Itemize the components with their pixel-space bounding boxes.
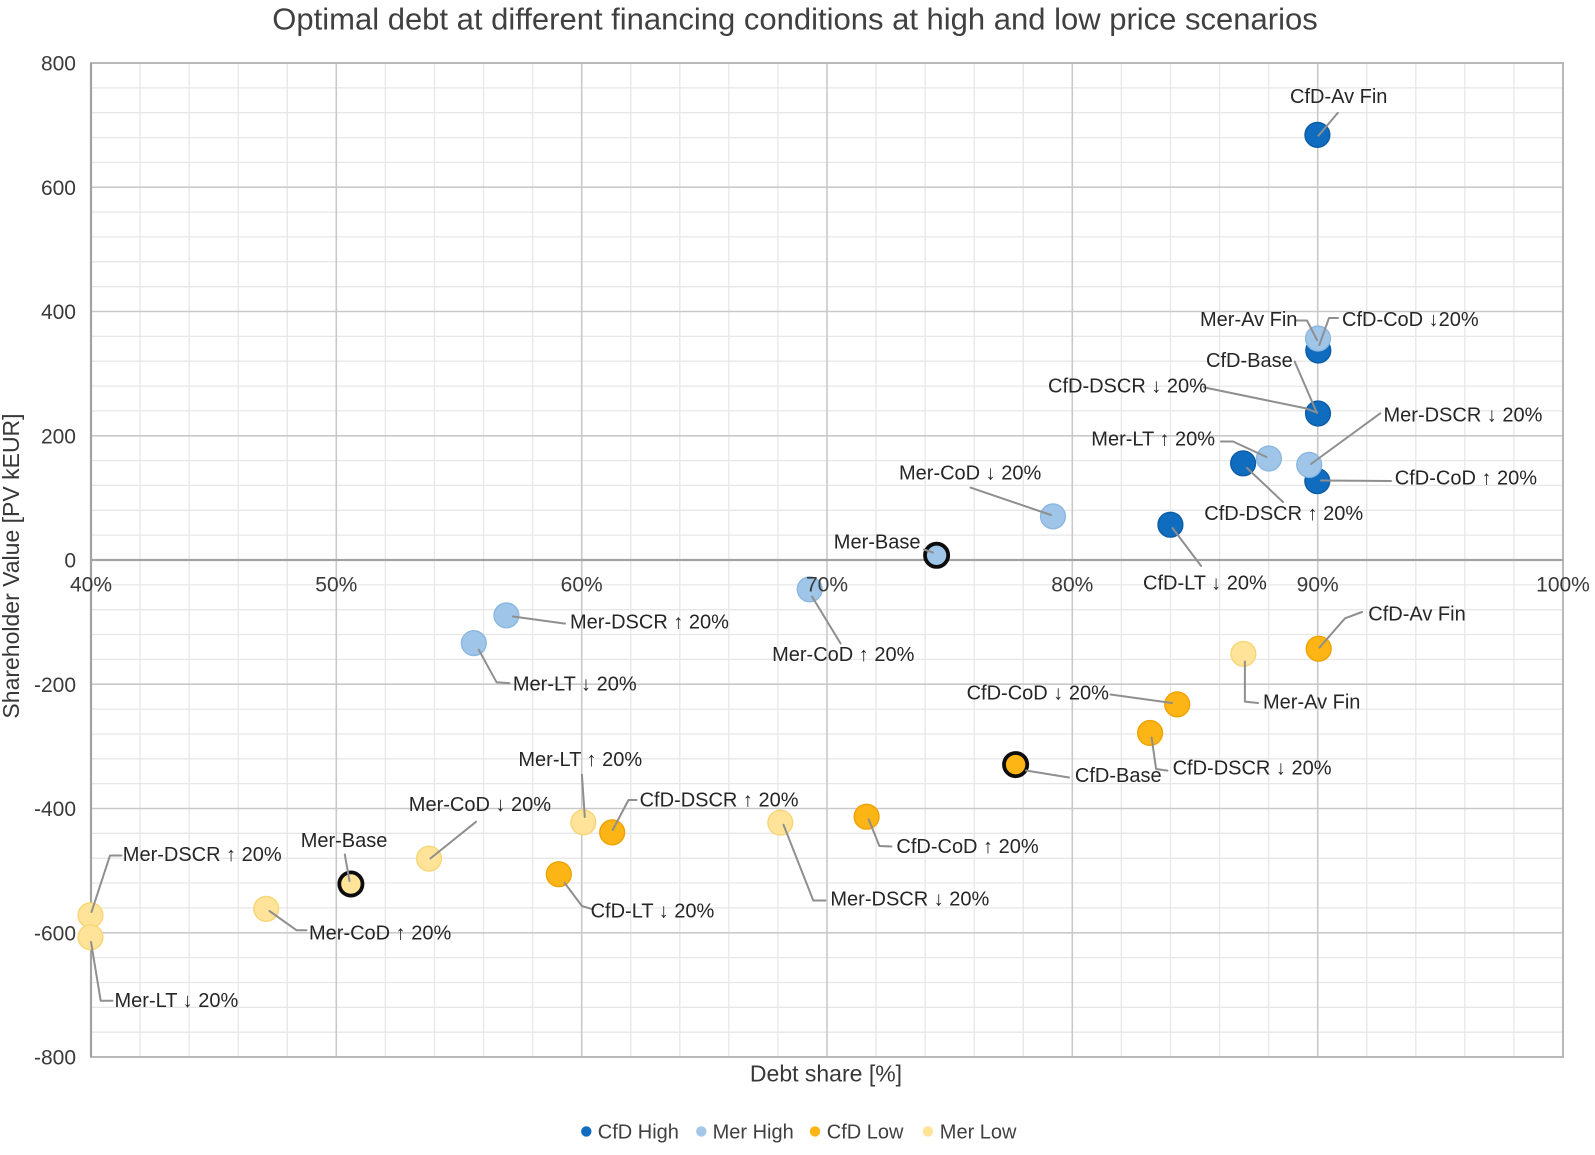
svg-text:0: 0: [64, 550, 76, 573]
svg-text:Mer-Base: Mer-Base: [301, 830, 388, 852]
svg-text:-400: -400: [34, 798, 76, 821]
svg-text:CfD High: CfD High: [598, 1121, 679, 1143]
svg-text:80%: 80%: [1051, 574, 1093, 597]
svg-text:70%: 70%: [806, 574, 848, 597]
svg-text:CfD-CoD ↓ 20%: CfD-CoD ↓ 20%: [967, 682, 1109, 704]
svg-text:CfD-CoD ↑ 20%: CfD-CoD ↑ 20%: [896, 836, 1038, 858]
svg-text:Mer-LT ↓ 20%: Mer-LT ↓ 20%: [513, 673, 637, 695]
svg-text:CfD-Av Fin: CfD-Av Fin: [1368, 604, 1465, 626]
svg-text:CfD Low: CfD Low: [827, 1121, 904, 1143]
svg-text:-600: -600: [34, 922, 76, 945]
svg-text:Mer High: Mer High: [713, 1121, 794, 1143]
svg-text:CfD-CoD ↑ 20%: CfD-CoD ↑ 20%: [1395, 467, 1537, 489]
svg-text:CfD-DSCR ↑ 20%: CfD-DSCR ↑ 20%: [1204, 503, 1363, 525]
svg-text:Mer-CoD ↓ 20%: Mer-CoD ↓ 20%: [409, 794, 551, 816]
svg-text:Mer-DSCR ↑ 20%: Mer-DSCR ↑ 20%: [123, 844, 282, 866]
svg-text:CfD-CoD ↓20%: CfD-CoD ↓20%: [1342, 309, 1479, 331]
svg-text:Optimal debt at different fina: Optimal debt at different financing cond…: [272, 2, 1317, 37]
svg-text:90%: 90%: [1297, 574, 1339, 597]
svg-text:400: 400: [41, 301, 76, 324]
svg-text:60%: 60%: [561, 574, 603, 597]
svg-text:CfD-LT ↓ 20%: CfD-LT ↓ 20%: [591, 901, 715, 923]
svg-text:Mer-LT ↑ 20%: Mer-LT ↑ 20%: [518, 749, 642, 771]
svg-text:Mer-DSCR ↑ 20%: Mer-DSCR ↑ 20%: [570, 611, 729, 633]
svg-text:600: 600: [41, 177, 76, 200]
svg-text:-800: -800: [34, 1047, 76, 1070]
svg-text:Mer-CoD ↑ 20%: Mer-CoD ↑ 20%: [772, 644, 914, 666]
svg-text:Mer-LT ↑ 20%: Mer-LT ↑ 20%: [1091, 429, 1215, 451]
svg-text:Mer-DSCR ↓ 20%: Mer-DSCR ↓ 20%: [830, 889, 989, 911]
svg-text:-200: -200: [34, 674, 76, 697]
svg-text:Mer-Av Fin: Mer-Av Fin: [1263, 691, 1360, 713]
svg-text:40%: 40%: [70, 574, 112, 597]
svg-text:CfD-DSCR ↓ 20%: CfD-DSCR ↓ 20%: [1048, 375, 1207, 397]
svg-text:Mer-CoD ↑ 20%: Mer-CoD ↑ 20%: [309, 922, 451, 944]
svg-text:CfD-Base: CfD-Base: [1075, 765, 1162, 787]
svg-text:Mer-CoD ↓ 20%: Mer-CoD ↓ 20%: [899, 463, 1041, 485]
svg-text:800: 800: [41, 53, 76, 76]
svg-text:50%: 50%: [315, 574, 357, 597]
svg-text:Debt share [%]: Debt share [%]: [750, 1061, 902, 1087]
svg-text:CfD-LT ↓ 20%: CfD-LT ↓ 20%: [1143, 572, 1267, 594]
svg-text:CfD-Av Fin: CfD-Av Fin: [1290, 86, 1387, 108]
svg-text:Mer-Av Fin: Mer-Av Fin: [1200, 309, 1297, 331]
svg-text:CfD-DSCR ↓ 20%: CfD-DSCR ↓ 20%: [1173, 758, 1332, 780]
svg-text:100%: 100%: [1536, 574, 1590, 597]
svg-text:Mer-DSCR ↓ 20%: Mer-DSCR ↓ 20%: [1384, 404, 1543, 426]
svg-text:Mer-LT ↓ 20%: Mer-LT ↓ 20%: [115, 990, 239, 1012]
svg-text:Mer-Base: Mer-Base: [834, 532, 921, 554]
svg-text:Mer Low: Mer Low: [940, 1121, 1017, 1143]
svg-text:200: 200: [41, 425, 76, 448]
svg-text:Shareholder Value [PV kEUR]: Shareholder Value [PV kEUR]: [0, 413, 24, 718]
svg-text:CfD-DSCR ↑ 20%: CfD-DSCR ↑ 20%: [640, 790, 799, 812]
svg-text:CfD-Base: CfD-Base: [1206, 350, 1293, 372]
